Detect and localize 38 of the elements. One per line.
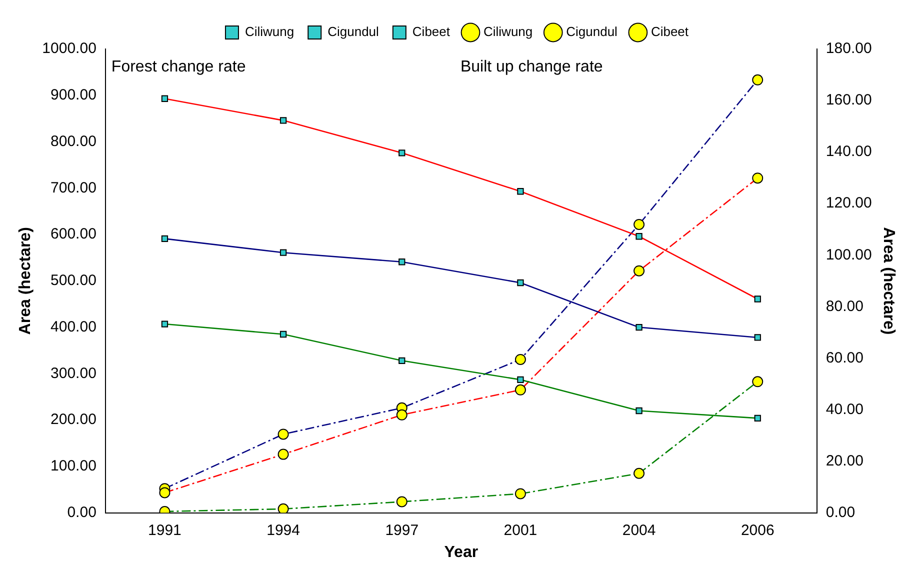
y-tick-label: 700.00 [50,179,96,196]
y-tick-label: 300.00 [50,364,96,382]
legend-label: Ciliwung [484,24,533,40]
annotation: Built up change rate [460,58,603,76]
y2-tick-label: 120.00 [826,194,872,212]
x-tick-label: 1991 [148,522,182,539]
x-tick-label: 2001 [504,522,538,539]
annotation: Forest change rate [111,58,246,76]
y-tick-label: 400.00 [50,318,96,336]
legend-label: Ciliwung [244,24,294,40]
y2-tick-label: 40.00 [826,400,864,418]
x-tick-label: 1997 [385,522,419,539]
y2-tick-label: 20.00 [826,452,864,470]
y-tick-label: 600.00 [50,226,96,243]
y-tick-label: 200.00 [50,411,96,428]
y-tick-label: 0.00 [67,504,96,521]
y-tick-label: 100.00 [50,458,96,475]
x-tick-label: 1994 [266,522,300,539]
y2-axis-title: Area (hectare) [880,227,897,335]
y2-tick-label: 160.00 [826,92,872,109]
y2-tick-label: 180.00 [826,40,872,58]
legend-label: Cibeet [412,24,450,40]
legend-label: Cigundul [328,24,380,40]
x-axis-title: Year [444,544,478,561]
y-tick-label: 900.00 [50,86,96,104]
y2-tick-label: 100.00 [826,246,872,264]
y2-tick-label: 140.00 [826,143,872,160]
x-tick-label: 2006 [740,522,774,539]
y-axis-title: Area (hectare) [17,227,34,335]
y2-tick-label: 80.00 [826,298,864,315]
y-tick-label: 500.00 [50,272,96,290]
y2-tick-label: 60.00 [826,349,864,366]
y-tick-label: 800.00 [50,132,96,150]
legend-label: Cigundul [566,24,618,40]
y-tick-label: 1000.00 [42,40,96,58]
x-tick-label: 2004 [622,522,656,539]
y2-tick-label: 0.00 [826,504,856,521]
legend-label: Cibeet [650,24,689,40]
